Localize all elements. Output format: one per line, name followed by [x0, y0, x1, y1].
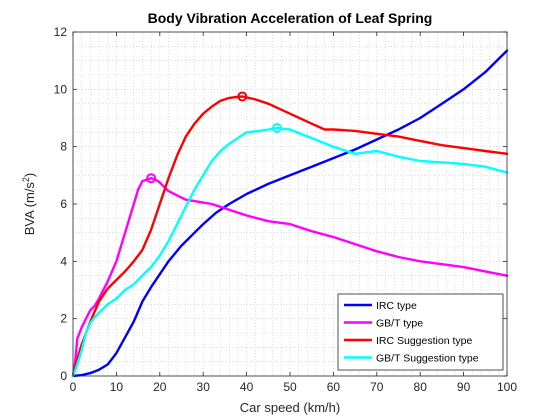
y-axis-label: BVA (m/s2) — [21, 173, 37, 236]
legend-entry-label: IRC Suggestion type — [376, 335, 472, 347]
series-line-irc-type — [71, 49, 509, 378]
series-line-gb-t-suggestion-type — [71, 126, 509, 378]
series-group — [71, 49, 509, 378]
peak-marker — [237, 91, 248, 102]
x-tick-label: 60 — [327, 380, 341, 394]
x-tick-label: 80 — [414, 380, 428, 394]
series-line-irc-suggestion-type — [71, 95, 509, 378]
marker-group — [146, 91, 282, 184]
y-tick-label: 10 — [54, 82, 68, 96]
y-tick-label: 8 — [60, 140, 67, 154]
x-tick-label: 90 — [457, 380, 471, 394]
legend: IRC type GB/T type IRC Suggestion type GB/T… — [337, 293, 504, 371]
y-axis-label-main: BVA (m/s — [22, 182, 37, 236]
y-tick-label: 4 — [60, 254, 67, 268]
chart-title: Body Vibration Acceleration of Leaf Spri… — [148, 10, 433, 26]
x-tick-label: 0 — [70, 380, 77, 394]
peak-marker — [146, 173, 157, 184]
y-tick-label: 2 — [60, 312, 67, 326]
x-tick-label: 20 — [153, 380, 167, 394]
legend-entry-label: IRC type — [376, 300, 417, 312]
x-tick-label: 100 — [497, 380, 517, 394]
legend-entry-label: GB/T Suggestion type — [376, 353, 479, 365]
y-tick-label: 12 — [54, 25, 68, 39]
legend-entry-label: GB/T type — [376, 318, 423, 330]
y-axis-label-superscript: 2 — [21, 177, 31, 182]
y-tick-label: 6 — [60, 197, 67, 211]
axis-ticks: 0 10 20 30 40 50 60 70 80 90 100 0 2 4 6 8 10 12 — [54, 25, 518, 394]
x-tick-label: 30 — [197, 380, 211, 394]
x-tick-label: 70 — [370, 380, 384, 394]
y-tick-label: 0 — [60, 369, 67, 383]
x-tick-label: 10 — [110, 380, 124, 394]
series-line-gb-t-type — [71, 176, 509, 378]
x-tick-label: 50 — [283, 380, 297, 394]
x-tick-label: 40 — [240, 380, 254, 394]
y-axis-label-end: ) — [22, 173, 37, 177]
peak-marker — [271, 123, 282, 134]
x-axis-label: Car speed (km/h) — [240, 400, 340, 415]
